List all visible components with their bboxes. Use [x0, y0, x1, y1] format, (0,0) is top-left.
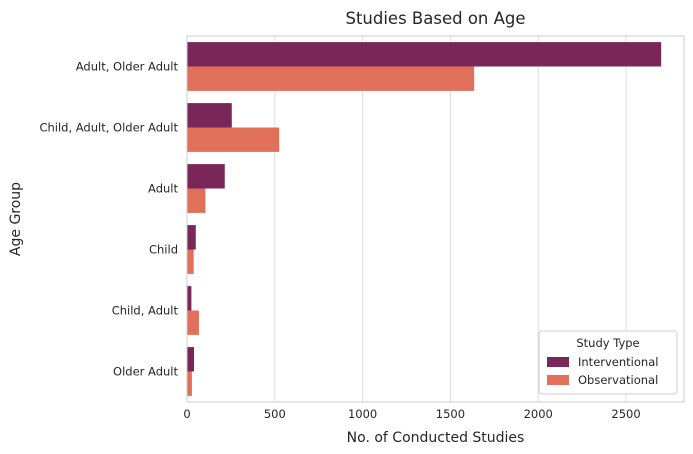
legend-swatch	[547, 357, 569, 367]
chart-title: Studies Based on Age	[345, 9, 525, 28]
bar-observational	[187, 127, 280, 152]
y-tick-label: Child, Adult, Older Adult	[39, 121, 178, 135]
y-tick-label: Child, Adult	[112, 304, 179, 318]
x-axis-title: No. of Conducted Studies	[347, 430, 525, 446]
bar-interventional	[187, 164, 225, 189]
legend: Study Type Interventional Observational	[538, 330, 678, 395]
y-tick-label: Adult, Older Adult	[76, 60, 179, 74]
bar-observational	[187, 310, 199, 335]
bar-interventional	[187, 103, 232, 128]
bar-interventional	[187, 225, 196, 250]
x-tick-label: 1500	[436, 407, 465, 421]
x-tick-label: 2500	[611, 407, 640, 421]
legend-swatch	[547, 375, 569, 385]
legend-label: Interventional	[578, 355, 658, 369]
plot-frame	[186, 35, 685, 403]
y-tick-label: Older Adult	[113, 365, 178, 379]
y-tick-label: Child	[149, 243, 178, 257]
x-tick-label: 2000	[524, 407, 553, 421]
y-tick-labels: Adult, Older Adult Child, Adult, Older Ad…	[39, 60, 178, 379]
legend-label: Observational	[578, 373, 658, 387]
bar-interventional	[187, 42, 662, 67]
bar-interventional	[187, 347, 195, 372]
bar-observational	[187, 249, 194, 274]
y-tick-label: Adult	[148, 182, 178, 196]
x-tick-labels: 0 500 1000 1500 2000 2500	[183, 407, 640, 421]
bar-observational	[187, 66, 475, 91]
x-tick-label: 500	[264, 407, 286, 421]
legend-box	[538, 330, 678, 395]
bars	[187, 42, 662, 396]
bar-interventional	[187, 286, 192, 311]
bar-observational	[187, 371, 192, 396]
bar-observational	[187, 188, 206, 213]
x-tick-label: 1000	[348, 407, 377, 421]
legend-title: Study Type	[576, 336, 639, 350]
y-axis-title: Age Group	[8, 182, 24, 256]
x-tick-label: 0	[183, 407, 190, 421]
